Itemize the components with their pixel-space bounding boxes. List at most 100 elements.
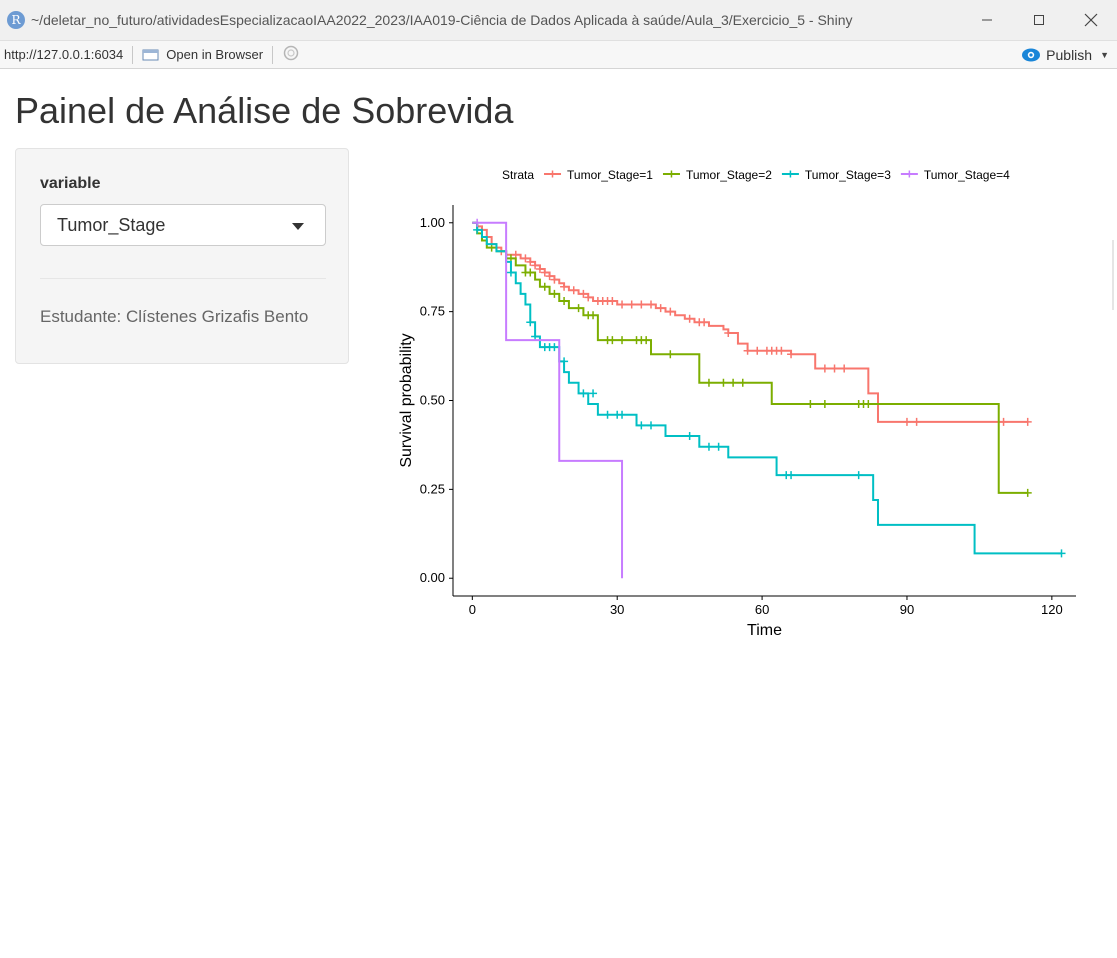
censor-mark-stage-2: [589, 311, 598, 320]
survival-curve-stage-3: [472, 221, 1062, 555]
y-axis-label: Survival probability: [398, 333, 415, 467]
censor-mark-stage-1: [902, 417, 911, 426]
browser-window-icon: [142, 49, 159, 60]
legend-key-censor-stage-2: [667, 170, 675, 178]
censor-mark-stage-1: [535, 264, 544, 273]
censor-mark-stage-1: [608, 296, 617, 305]
refresh-button[interactable]: [282, 44, 300, 65]
variable-select[interactable]: Tumor_Stage: [40, 204, 326, 246]
censor-mark-stage-1: [521, 254, 530, 263]
censor-mark-stage-1: [753, 346, 762, 355]
censor-mark-stage-2: [864, 400, 873, 409]
x-axis-label: Time: [747, 622, 782, 639]
censor-mark-stage-3: [714, 442, 723, 451]
variable-label: variable: [40, 175, 101, 192]
censor-mark-stage-1: [637, 300, 646, 309]
censor-mark-stage-2: [1023, 488, 1032, 497]
survival-curve-stage-2: [472, 221, 1028, 494]
y-tick-label: 0.25: [420, 481, 445, 496]
url-text: http://127.0.0.1:6034: [4, 47, 124, 62]
censor-mark-stage-1: [656, 304, 665, 313]
censor-mark-stage-3: [560, 357, 569, 366]
sidebar-divider: [40, 278, 326, 279]
scroll-edge: [1112, 240, 1114, 310]
censor-mark-stage-1: [545, 272, 554, 281]
survival-plot: 0 30 60 90 120 0.00 0.25 0.50 0.75 1.00 Time Surviv…: [398, 168, 1076, 639]
legend-key-censor-stage-4: [905, 170, 913, 178]
close-icon: [1084, 13, 1098, 27]
censor-mark-stage-2: [642, 336, 651, 345]
censor-mark-stage-3: [506, 268, 515, 277]
open-in-browser-button[interactable]: Open in Browser: [142, 47, 263, 62]
censor-mark-stage-3: [685, 432, 694, 441]
censor-mark-stage-3: [787, 471, 796, 480]
legend-label-stage-1: Tumor_Stage=1: [567, 168, 653, 182]
censor-mark-stage-1: [579, 289, 588, 298]
censor-mark-stage-1: [531, 261, 540, 270]
censor-mark-stage-1: [724, 328, 733, 337]
censor-mark-stage-1: [999, 417, 1008, 426]
censor-mark-stage-2: [738, 378, 747, 387]
survival-curve-stage-4: [472, 221, 624, 579]
publish-icon: [1022, 48, 1041, 61]
censor-mark-stage-1: [700, 318, 709, 327]
caret-down-icon: [292, 223, 304, 230]
censor-mark-stage-3: [589, 389, 598, 398]
refresh-icon: [283, 45, 299, 61]
y-tick-label: 0.50: [420, 393, 445, 408]
x-tick-label: 0: [469, 602, 476, 617]
chevron-down-icon[interactable]: ▼: [1100, 49, 1109, 60]
survival-curve-stage-1: [472, 221, 1028, 423]
maximize-button[interactable]: [1013, 0, 1065, 40]
censor-mark-stage-1: [569, 286, 578, 295]
censor-mark-stage-1: [912, 417, 921, 426]
y-tick-label: 0.00: [420, 570, 445, 585]
censor-mark-stage-3: [618, 410, 627, 419]
censor-mark-stage-3: [603, 410, 612, 419]
censor-mark-stage-1: [550, 275, 559, 284]
censor-mark-stage-1: [540, 268, 549, 277]
censor-mark-stage-3: [854, 471, 863, 480]
censor-mark-stage-1: [618, 300, 627, 309]
censor-mark-stage-1: [647, 300, 656, 309]
censor-mark-stage-2: [806, 400, 815, 409]
censor-mark-stage-2: [719, 378, 728, 387]
censor-mark-stage-1: [526, 257, 535, 266]
censor-mark-stage-1: [820, 364, 829, 373]
legend-label-stage-2: Tumor_Stage=2: [686, 168, 772, 182]
window-title: ~/deletar_no_futuro/atividadesEspecializ…: [31, 12, 853, 28]
censor-mark-stage-2: [666, 350, 675, 359]
y-tick-label: 0.75: [420, 304, 445, 319]
viewer-toolbar: http://127.0.0.1:6034 Open in Browser Pu…: [0, 41, 1117, 69]
publish-button[interactable]: Publish ▼: [1021, 41, 1109, 68]
censor-mark-stage-2: [729, 378, 738, 387]
censor-mark-stage-1: [840, 364, 849, 373]
r-logo-icon: R: [7, 11, 25, 29]
censor-mark-stage-3: [647, 421, 656, 430]
censor-mark-stage-2: [574, 304, 583, 313]
censor-mark-stage-2: [820, 400, 829, 409]
censor-mark-stage-1: [685, 314, 694, 323]
toolbar-separator: [132, 45, 134, 64]
legend-label-stage-4: Tumor_Stage=4: [924, 168, 1010, 182]
close-button[interactable]: [1065, 0, 1117, 40]
censor-mark-stage-1: [777, 346, 786, 355]
censor-mark-stage-1: [666, 307, 675, 316]
censor-mark-stage-3: [526, 318, 535, 327]
variable-select-value: Tumor_Stage: [57, 214, 166, 235]
minimize-icon: [982, 19, 992, 21]
censor-mark-stage-2: [704, 378, 713, 387]
sidebar-panel: variable Tumor_Stage Estudante: Clístene…: [15, 148, 349, 364]
minimize-button[interactable]: [961, 0, 1013, 40]
censor-mark-stage-1: [787, 350, 796, 359]
censor-mark-stage-1: [584, 293, 593, 302]
publish-label: Publish: [1046, 46, 1093, 63]
censor-mark-stage-3: [579, 389, 588, 398]
censor-mark-stage-4: [473, 218, 482, 227]
y-tick-label: 1.00: [420, 215, 445, 230]
censor-mark-stage-3: [473, 225, 482, 234]
censor-mark-stage-2: [526, 268, 535, 277]
censor-mark-stage-2: [540, 282, 549, 291]
window-titlebar: R ~/deletar_no_futuro/atividadesEspecial…: [0, 0, 1117, 41]
x-tick-label: 90: [900, 602, 914, 617]
